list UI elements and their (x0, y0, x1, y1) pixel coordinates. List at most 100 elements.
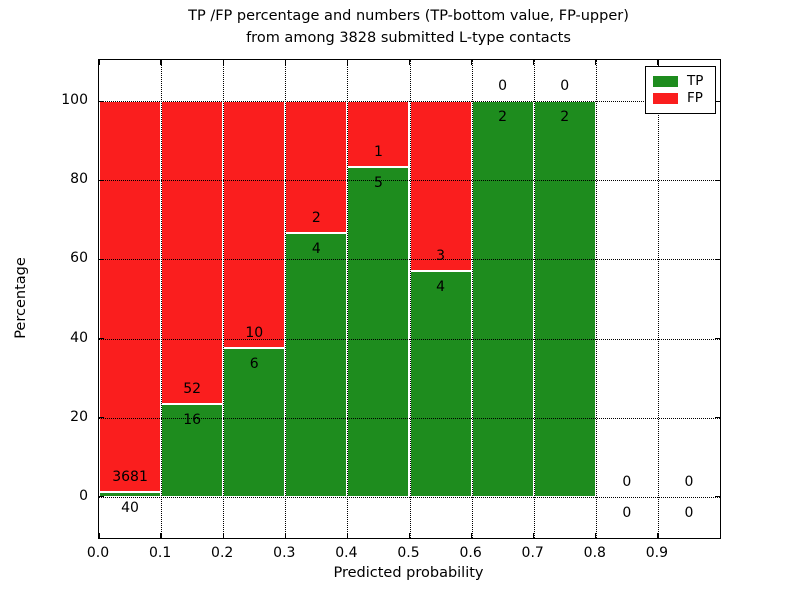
x-tick-mark (408, 533, 411, 538)
x-tick-label: 0.4 (335, 545, 358, 561)
fp-count-label: 0 (560, 78, 570, 95)
legend-label-fp: FP (687, 89, 703, 106)
gridline-x (285, 60, 287, 538)
chart-title-line-1: TP /FP percentage and numbers (TP-bottom… (188, 8, 629, 24)
gridline-x (471, 60, 473, 538)
fp-count-label: 10 (245, 325, 264, 342)
y-tick-mark (715, 416, 720, 419)
tp-count-label: 2 (498, 109, 508, 126)
bar-fp-segment (409, 101, 472, 271)
x-tick-mark (470, 60, 473, 65)
legend-label-tp: TP (687, 72, 704, 89)
tp-count-label: 5 (373, 175, 383, 192)
x-tick-label: 0.1 (148, 545, 172, 561)
x-tick-label: 0.9 (645, 545, 669, 561)
gridline-x (347, 60, 349, 538)
x-tick-mark (657, 60, 659, 65)
y-tick-mark (99, 337, 104, 340)
tp-count-label: 6 (249, 356, 259, 373)
x-tick-mark (595, 60, 597, 65)
y-tick-mark (99, 495, 104, 498)
x-tick-mark (98, 533, 100, 538)
bar-tp-segment (223, 348, 286, 497)
fp-count-label: 52 (183, 380, 202, 397)
x-tick-mark (346, 533, 349, 538)
legend-item-fp: FP (653, 90, 715, 107)
y-tick-label: 100 (61, 92, 88, 109)
y-tick-mark (99, 258, 104, 261)
bar-fp-segment (161, 101, 224, 404)
x-tick-mark (222, 533, 224, 538)
gridline-x (657, 60, 659, 538)
gridline-x (409, 60, 411, 538)
x-tick-mark (595, 533, 597, 538)
x-tick-mark (533, 533, 535, 538)
tp-count-label: 0 (622, 504, 632, 521)
y-tick-label: 40 (70, 329, 88, 346)
fp-count-label: 3681 (112, 469, 148, 486)
x-tick-mark (222, 60, 224, 65)
fp-count-label: 0 (498, 78, 508, 95)
bar-fp-segment (223, 101, 286, 349)
x-tick-mark (346, 60, 349, 65)
x-tick-label: 0.0 (86, 545, 110, 561)
x-tick-label: 0.8 (583, 545, 606, 561)
y-tick-mark (715, 179, 720, 182)
x-tick-label: 0.2 (211, 545, 234, 561)
gridline-x (533, 60, 535, 538)
x-tick-label: 0.5 (397, 545, 420, 561)
x-tick-mark (533, 60, 535, 65)
legend: TP FP (645, 66, 716, 114)
bar-tp-segment (409, 270, 472, 497)
tp-count-label: 16 (183, 411, 202, 428)
fp-count-label: 0 (622, 473, 632, 490)
y-tick-mark (715, 337, 720, 340)
bar-tp-segment (533, 101, 596, 497)
x-tick-mark (657, 533, 659, 538)
gridline-x (595, 60, 597, 538)
x-axis-label: Predicted probability (333, 565, 484, 581)
legend-item-tp: TP (653, 73, 715, 90)
x-tick-mark (284, 60, 286, 65)
bar-fp-segment (347, 101, 410, 168)
gridline-x (223, 60, 225, 538)
chart-title-line-2: from among 3828 submitted L-type contact… (246, 30, 571, 46)
x-tick-label: 0.6 (459, 545, 482, 561)
x-tick-mark (160, 533, 162, 538)
y-tick-label: 0 (79, 487, 88, 504)
bar-tp-segment (285, 233, 348, 497)
x-tick-label: 0.3 (273, 545, 296, 561)
plot-area: 3681 40 52 16 10 6 2 4 1 5 3 4 0 2 0 2 0 0 0 0 TP FP (98, 59, 721, 539)
tp-count-label: 40 (121, 500, 139, 517)
x-tick-label: 0.7 (521, 545, 544, 561)
tp-count-label: 4 (436, 278, 446, 295)
legend-swatch-tp-icon (653, 76, 678, 87)
y-tick-label: 80 (70, 171, 88, 188)
fp-count-label: 3 (436, 247, 446, 264)
tp-count-label: 2 (560, 109, 570, 126)
fp-count-label: 2 (311, 210, 321, 227)
y-tick-mark (99, 100, 104, 103)
tp-count-label: 4 (311, 241, 321, 258)
bar-tp-segment (99, 492, 162, 497)
bar-fp-segment (99, 101, 162, 493)
y-tick-mark (715, 100, 720, 103)
y-tick-mark (715, 495, 720, 498)
x-tick-mark (470, 533, 473, 538)
y-axis-label: Percentage (13, 257, 29, 339)
x-tick-mark (284, 533, 286, 538)
bar-tp-segment (347, 167, 410, 497)
bar-fp-segment (285, 101, 348, 234)
y-tick-mark (99, 179, 104, 182)
x-tick-mark (160, 60, 162, 65)
x-tick-mark (98, 60, 100, 65)
gridline-x (161, 60, 163, 538)
y-tick-mark (99, 416, 104, 419)
fp-count-label: 1 (373, 144, 383, 161)
y-tick-label: 20 (70, 408, 88, 425)
y-tick-label: 60 (70, 250, 88, 267)
tp-count-label: 0 (684, 504, 694, 521)
bar-tp-segment (471, 101, 534, 497)
x-tick-mark (408, 60, 411, 65)
